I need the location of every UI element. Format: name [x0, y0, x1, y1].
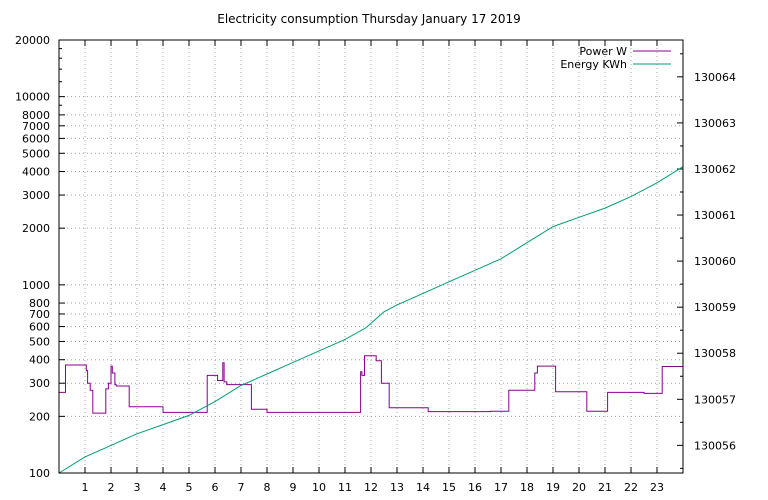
x-tick-label: 5: [186, 481, 193, 494]
y2-tick-label: 130060: [694, 255, 736, 268]
y-tick-label: 1000: [22, 279, 50, 292]
grid: [59, 40, 683, 473]
x-tick-label: 23: [650, 481, 664, 494]
y-tick-label: 200: [29, 410, 50, 423]
y-tick-label: 500: [29, 335, 50, 348]
y-tick-label: 3000: [22, 189, 50, 202]
y-axis-right: 130056 130057 130058 130059 130060 130061 1300…: [677, 53, 736, 469]
x-tick-label: 9: [290, 481, 297, 494]
x-tick-label: 14: [416, 481, 430, 494]
x-tick-label: 6: [212, 481, 219, 494]
x-tick-label: 22: [624, 481, 638, 494]
x-tick-label: 8: [264, 481, 271, 494]
y2-tick-label: 130056: [694, 439, 736, 452]
x-tick-label: 1: [82, 481, 89, 494]
y-tick-label: 600: [29, 321, 50, 334]
y2-tick-label: 130058: [694, 347, 736, 360]
legend-label-power: Power W: [579, 45, 627, 58]
y2-tick-label: 130063: [694, 117, 736, 130]
legend-label-energy: Energy KWh: [560, 58, 627, 71]
x-tick-label: 17: [494, 481, 508, 494]
y-tick-label: 400: [29, 354, 50, 367]
y2-tick-label: 130061: [694, 209, 736, 222]
y2-tick-label: 130064: [694, 71, 736, 84]
x-tick-label: 16: [468, 481, 482, 494]
legend: Power W Energy KWh: [560, 45, 671, 71]
series-power-line: [59, 355, 683, 414]
y-tick-label: 20000: [15, 34, 50, 47]
x-tick-label: 13: [390, 481, 404, 494]
y-tick-label: 10000: [15, 91, 50, 104]
y-tick-label: 100: [29, 467, 50, 480]
y-tick-label: 5000: [22, 147, 50, 160]
x-tick-label: 19: [546, 481, 560, 494]
y-tick-label: 8000: [22, 109, 50, 122]
y-tick-label: 700: [29, 308, 50, 321]
x-tick-label: 2: [108, 481, 115, 494]
y2-tick-label: 130059: [694, 301, 736, 314]
x-tick-label: 4: [160, 481, 167, 494]
series-energy-line: [58, 166, 684, 474]
x-tick-label: 7: [238, 481, 245, 494]
x-tick-label: 10: [312, 481, 326, 494]
y2-tick-label: 130062: [694, 163, 736, 176]
x-tick-label: 20: [572, 481, 586, 494]
y-tick-label: 6000: [22, 132, 50, 145]
x-tick-label: 11: [338, 481, 352, 494]
y-tick-label: 300: [29, 377, 50, 390]
y-tick-label: 7000: [22, 120, 50, 133]
x-tick-label: 21: [598, 481, 612, 494]
y-tick-label: 2000: [22, 222, 50, 235]
chart-title: Electricity consumption Thursday January…: [217, 12, 520, 26]
y2-tick-label: 130057: [694, 393, 736, 406]
x-axis: 1 2 3 4 5 6 7 8 9 10 11 12 13 14 15 16 17 18 19 20 21 22 23: [82, 40, 664, 494]
plot-series: [58, 166, 684, 474]
plot-frame: [58, 39, 684, 474]
y-tick-label: 800: [29, 297, 50, 310]
x-tick-label: 3: [134, 481, 141, 494]
x-tick-label: 15: [442, 481, 456, 494]
x-tick-label: 12: [364, 481, 378, 494]
x-tick-label: 18: [520, 481, 534, 494]
y-tick-label: 4000: [22, 166, 50, 179]
